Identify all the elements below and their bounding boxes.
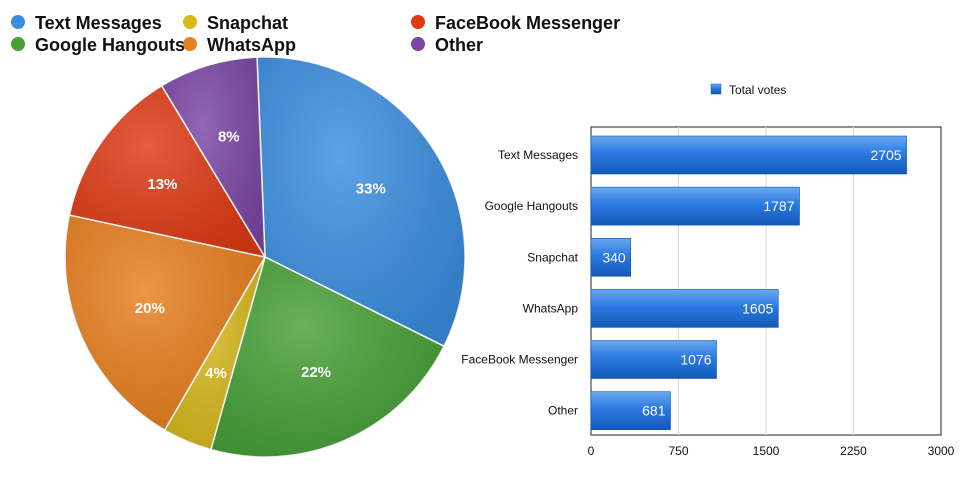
- legend-item-google-hangouts: Google Hangouts: [11, 35, 185, 55]
- pie-slice-shade-google-hangouts: [210, 257, 444, 457]
- x-tick-label-1500: 1500: [753, 444, 780, 458]
- pie-label-whatsapp: 20%: [135, 300, 165, 317]
- pie-label-google-hangouts: 22%: [301, 364, 331, 381]
- legend-item-snapchat: Snapchat: [183, 13, 288, 33]
- legend-swatch-facebook-messenger: [411, 15, 425, 29]
- bar-category-text-messages: Text Messages: [498, 148, 578, 162]
- bar-category-google-hangouts: Google Hangouts: [485, 199, 578, 213]
- pie-label-facebook-messenger: 13%: [147, 176, 177, 193]
- x-tick-label-0: 0: [588, 444, 595, 458]
- bar-whatsapp: [590, 289, 779, 328]
- pie-chart: 33% 22% 4% 20% 13% 8%: [64, 56, 466, 458]
- bar-category-other: Other: [548, 404, 578, 418]
- legend-item-whatsapp: WhatsApp: [183, 35, 296, 55]
- bar-text-messages: [590, 135, 907, 175]
- pie-slice-shade-other: [161, 57, 265, 257]
- bar-value-other: 681: [642, 403, 666, 419]
- bar-value-text-messages: 2705: [870, 147, 901, 163]
- bar-category-whatsapp: WhatsApp: [523, 301, 579, 315]
- x-tick-label-750: 750: [668, 444, 688, 458]
- legend-item-text-messages: Text Messages: [11, 13, 162, 33]
- legend-label-whatsapp: WhatsApp: [207, 35, 296, 55]
- legend-swatch-other: [411, 37, 425, 51]
- pie-slice-shade-facebook-messenger: [69, 85, 265, 257]
- bar-facebook-messenger: [590, 340, 717, 379]
- bar-value-google-hangouts: 1787: [763, 198, 794, 214]
- bar-category-snapchat: Snapchat: [527, 250, 578, 264]
- pie-slice-shade-whatsapp: [64, 215, 265, 431]
- bar-value-snapchat: 340: [602, 249, 626, 265]
- bar-legend: Total votes: [710, 83, 786, 97]
- legend-label-facebook-messenger: FaceBook Messenger: [435, 13, 620, 33]
- legend-swatch-text-messages: [11, 15, 25, 29]
- legend-item-facebook-messenger: FaceBook Messenger: [411, 13, 620, 33]
- x-tick-label-2250: 2250: [840, 444, 867, 458]
- legend-swatch-snapchat: [183, 15, 197, 29]
- bar-legend-swatch: [710, 83, 722, 95]
- x-tick-label-3000: 3000: [928, 444, 955, 458]
- pie-slice-shade-text-messages: [257, 57, 465, 347]
- bar-category-facebook-messenger: FaceBook Messenger: [461, 353, 578, 367]
- bar-snapchat: [590, 238, 632, 277]
- bar-value-facebook-messenger: 1076: [680, 352, 711, 368]
- legend-swatch-whatsapp: [183, 37, 197, 51]
- bar-google-hangouts: [590, 186, 800, 226]
- legend-label-other: Other: [435, 35, 483, 55]
- bar-legend-label: Total votes: [729, 83, 786, 97]
- legend-label-snapchat: Snapchat: [207, 13, 288, 33]
- legend-item-other: Other: [411, 35, 483, 55]
- pie-label-text-messages: 33%: [356, 181, 386, 198]
- pie-slice-shade-snapchat: [164, 257, 265, 450]
- bar-chart: Total votes 0 750 1500 2250 3000 Text Messages…: [461, 83, 954, 458]
- legend-swatch-google-hangouts: [11, 37, 25, 51]
- pie-label-snapchat: 4%: [205, 365, 227, 382]
- legend-label-text-messages: Text Messages: [35, 13, 162, 33]
- bar-other: [590, 391, 671, 431]
- pie-label-other: 8%: [218, 128, 240, 145]
- bar-value-whatsapp: 1605: [742, 300, 773, 316]
- legend-label-google-hangouts: Google Hangouts: [35, 35, 185, 55]
